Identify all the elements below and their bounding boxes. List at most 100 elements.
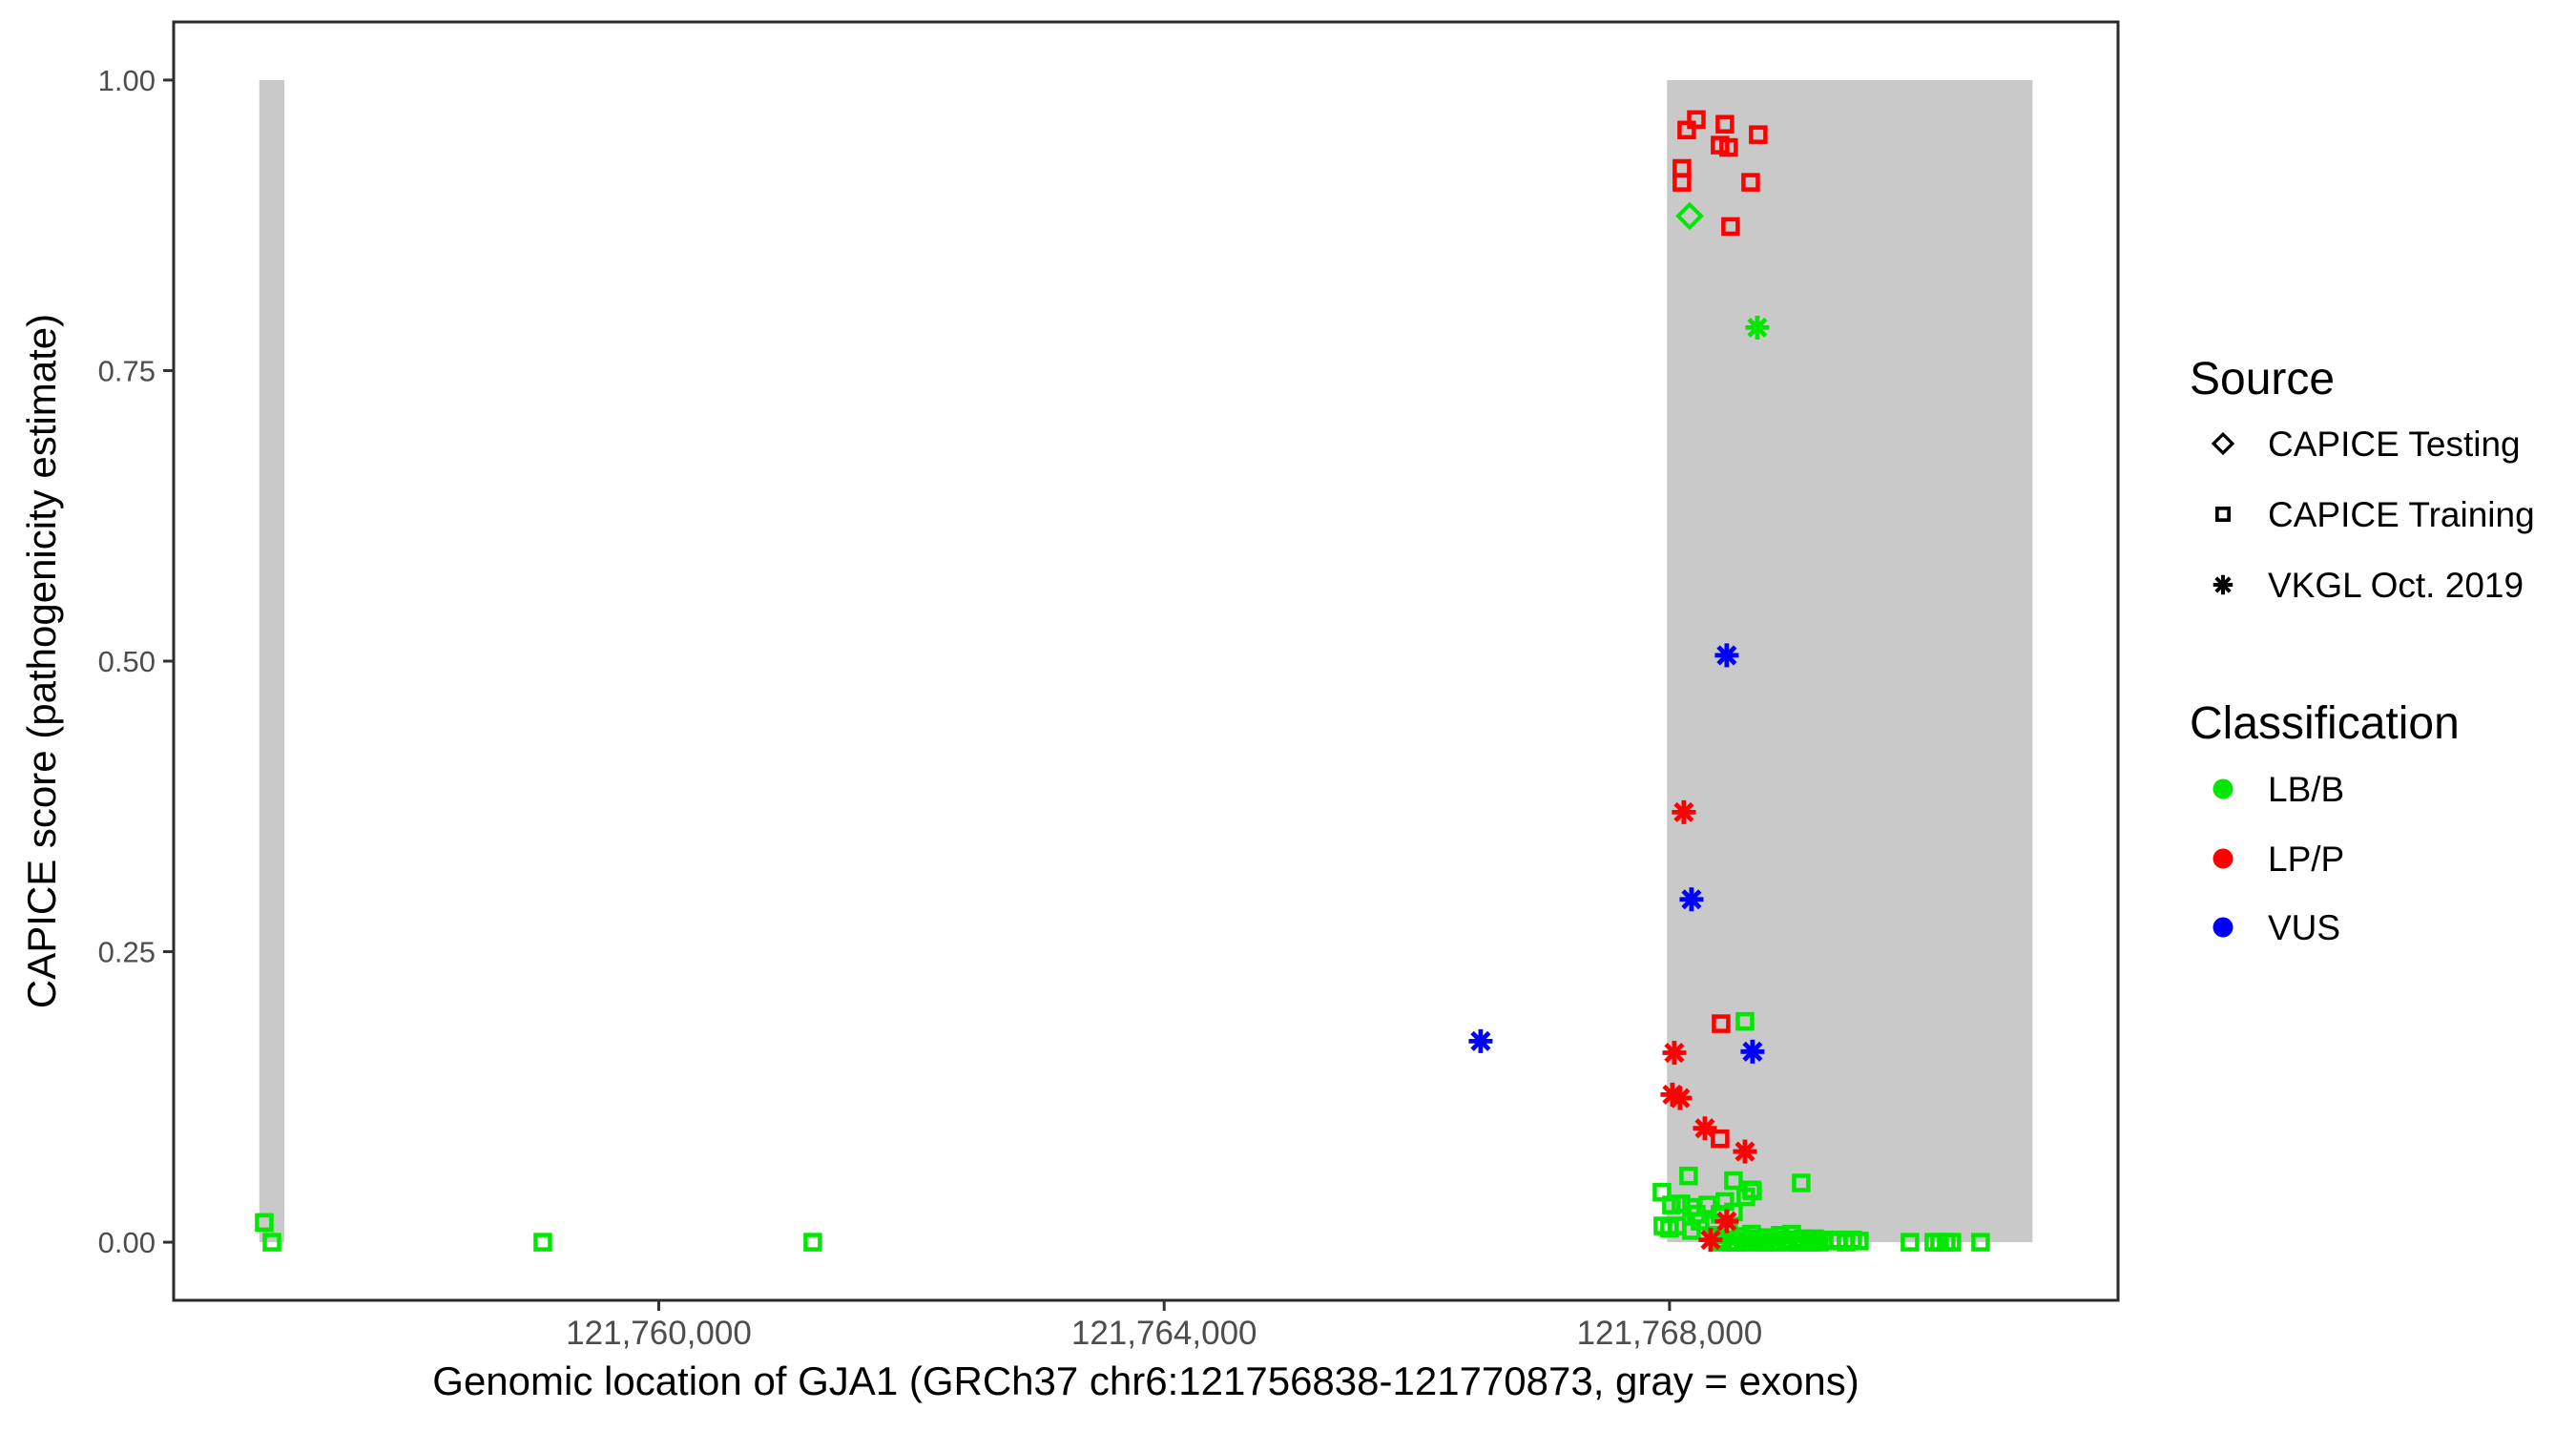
data-point bbox=[1711, 1129, 1730, 1149]
data-point bbox=[1672, 173, 1692, 192]
data-point bbox=[1740, 1039, 1765, 1064]
data-point bbox=[1733, 1139, 1757, 1164]
square-marker bbox=[1715, 114, 1735, 134]
data-point bbox=[1722, 1233, 1741, 1252]
data-points bbox=[255, 110, 1990, 1253]
square-marker bbox=[1652, 1182, 1672, 1202]
data-point bbox=[1971, 1233, 1990, 1252]
asterisk-marker bbox=[1681, 889, 1702, 910]
square-marker bbox=[1672, 1194, 1691, 1213]
data-point bbox=[1791, 1233, 1810, 1252]
exon-region bbox=[259, 79, 285, 1243]
data-point bbox=[1745, 315, 1770, 340]
legend-item-asterisk: VKGL Oct. 2019 bbox=[2212, 566, 2524, 605]
data-point bbox=[1735, 1011, 1755, 1031]
square-marker bbox=[2215, 507, 2231, 522]
legend: Source CAPICE Testing CAPICE Training VKGL… bbox=[2190, 354, 2535, 947]
asterisk-marker bbox=[1716, 1211, 1737, 1232]
y-axis-ticks: 1.00 0.75 0.50 0.25 0.00 bbox=[98, 64, 174, 1259]
data-point bbox=[1850, 1232, 1869, 1251]
square-marker bbox=[1792, 1173, 1811, 1192]
square-marker bbox=[1679, 1166, 1698, 1186]
legend-item-label: LP/P bbox=[2268, 840, 2344, 879]
data-point bbox=[1749, 125, 1768, 144]
data-point bbox=[1942, 1233, 1962, 1252]
x-axis-title: Genomic location of GJA1 (GRCh37 chr6:12… bbox=[432, 1358, 1859, 1403]
asterisk-marker bbox=[1673, 801, 1694, 822]
data-point bbox=[1714, 1209, 1739, 1234]
y-tick-label: 1.00 bbox=[98, 64, 156, 97]
y-tick-label: 0.50 bbox=[98, 645, 156, 678]
legend-item-label: VUS bbox=[2268, 908, 2340, 947]
dot-marker bbox=[2212, 917, 2233, 938]
data-point bbox=[1768, 1233, 1787, 1252]
legend-source-title: Source bbox=[2190, 354, 2335, 404]
data-point bbox=[1712, 1014, 1731, 1033]
square-marker bbox=[1722, 1233, 1741, 1252]
legend-item-label: CAPICE Training bbox=[2268, 495, 2535, 534]
square-marker bbox=[1768, 1233, 1787, 1252]
data-point bbox=[1662, 1041, 1687, 1066]
data-point bbox=[255, 1213, 274, 1233]
y-axis-title: CAPICE score (pathogenicity estimate) bbox=[19, 314, 64, 1008]
asterisk-marker bbox=[1664, 1042, 1685, 1064]
data-point bbox=[1756, 1233, 1776, 1252]
dot-marker bbox=[2212, 778, 2233, 799]
square-marker bbox=[533, 1233, 552, 1252]
x-tick-label: 121,764,000 bbox=[1071, 1315, 1257, 1352]
legend-classification-title: Classification bbox=[2190, 698, 2460, 749]
asterisk-marker bbox=[1700, 1230, 1721, 1251]
data-point bbox=[1779, 1233, 1798, 1252]
data-point bbox=[262, 1233, 281, 1252]
square-marker bbox=[1734, 1233, 1753, 1252]
data-point bbox=[1668, 1086, 1693, 1110]
square-marker bbox=[803, 1233, 822, 1252]
legend-classification-items: LB/B LP/P VUS bbox=[2212, 770, 2344, 947]
data-point bbox=[1742, 1180, 1761, 1200]
data-point bbox=[1677, 120, 1696, 140]
diamond-marker bbox=[1675, 201, 1704, 231]
legend-item-square: CAPICE Training bbox=[2215, 495, 2535, 534]
legend-source-items: CAPICE Testing CAPICE Training VKGL Oct. 2… bbox=[2211, 425, 2535, 605]
legend-item-lp-p: LP/P bbox=[2212, 840, 2344, 879]
x-axis-ticks: 121,760,000 121,764,000 121,768,000 bbox=[566, 1300, 1762, 1352]
data-point bbox=[1672, 799, 1696, 824]
x-tick-label: 121,768,000 bbox=[1577, 1315, 1763, 1352]
data-point bbox=[1901, 1233, 1920, 1252]
data-point bbox=[1662, 1195, 1681, 1214]
square-marker bbox=[1735, 1011, 1755, 1031]
square-marker bbox=[1712, 1014, 1731, 1033]
data-point bbox=[1714, 643, 1739, 668]
square-marker bbox=[1672, 173, 1692, 192]
data-point bbox=[1687, 110, 1706, 130]
data-point bbox=[1698, 1228, 1723, 1253]
square-marker bbox=[1711, 1129, 1730, 1149]
legend-item-label: VKGL Oct. 2019 bbox=[2268, 566, 2524, 605]
square-marker bbox=[1662, 1195, 1681, 1214]
square-marker bbox=[1749, 125, 1768, 144]
asterisk-marker bbox=[1747, 317, 1768, 338]
data-point bbox=[1468, 1028, 1493, 1053]
square-marker bbox=[1687, 110, 1706, 130]
asterisk-marker bbox=[1735, 1141, 1755, 1162]
data-point bbox=[1745, 1233, 1764, 1252]
square-marker bbox=[1741, 173, 1760, 192]
y-tick-label: 0.00 bbox=[98, 1226, 156, 1259]
square-marker bbox=[1742, 1180, 1761, 1200]
asterisk-marker bbox=[1742, 1041, 1763, 1062]
data-point bbox=[1724, 1171, 1743, 1191]
data-point bbox=[1734, 1233, 1753, 1252]
data-point bbox=[1715, 114, 1735, 134]
square-marker bbox=[1971, 1233, 1990, 1252]
y-tick-label: 0.75 bbox=[98, 354, 156, 387]
diamond-marker bbox=[2211, 431, 2235, 456]
asterisk-marker bbox=[1716, 645, 1737, 666]
square-marker bbox=[1791, 1233, 1810, 1252]
square-marker bbox=[1724, 1171, 1743, 1191]
legend-item-vus: VUS bbox=[2212, 908, 2340, 947]
data-point bbox=[1679, 1166, 1698, 1186]
legend-item-label: LB/B bbox=[2268, 770, 2344, 809]
legend-item-diamond: CAPICE Testing bbox=[2211, 425, 2521, 464]
data-point bbox=[1719, 137, 1738, 157]
